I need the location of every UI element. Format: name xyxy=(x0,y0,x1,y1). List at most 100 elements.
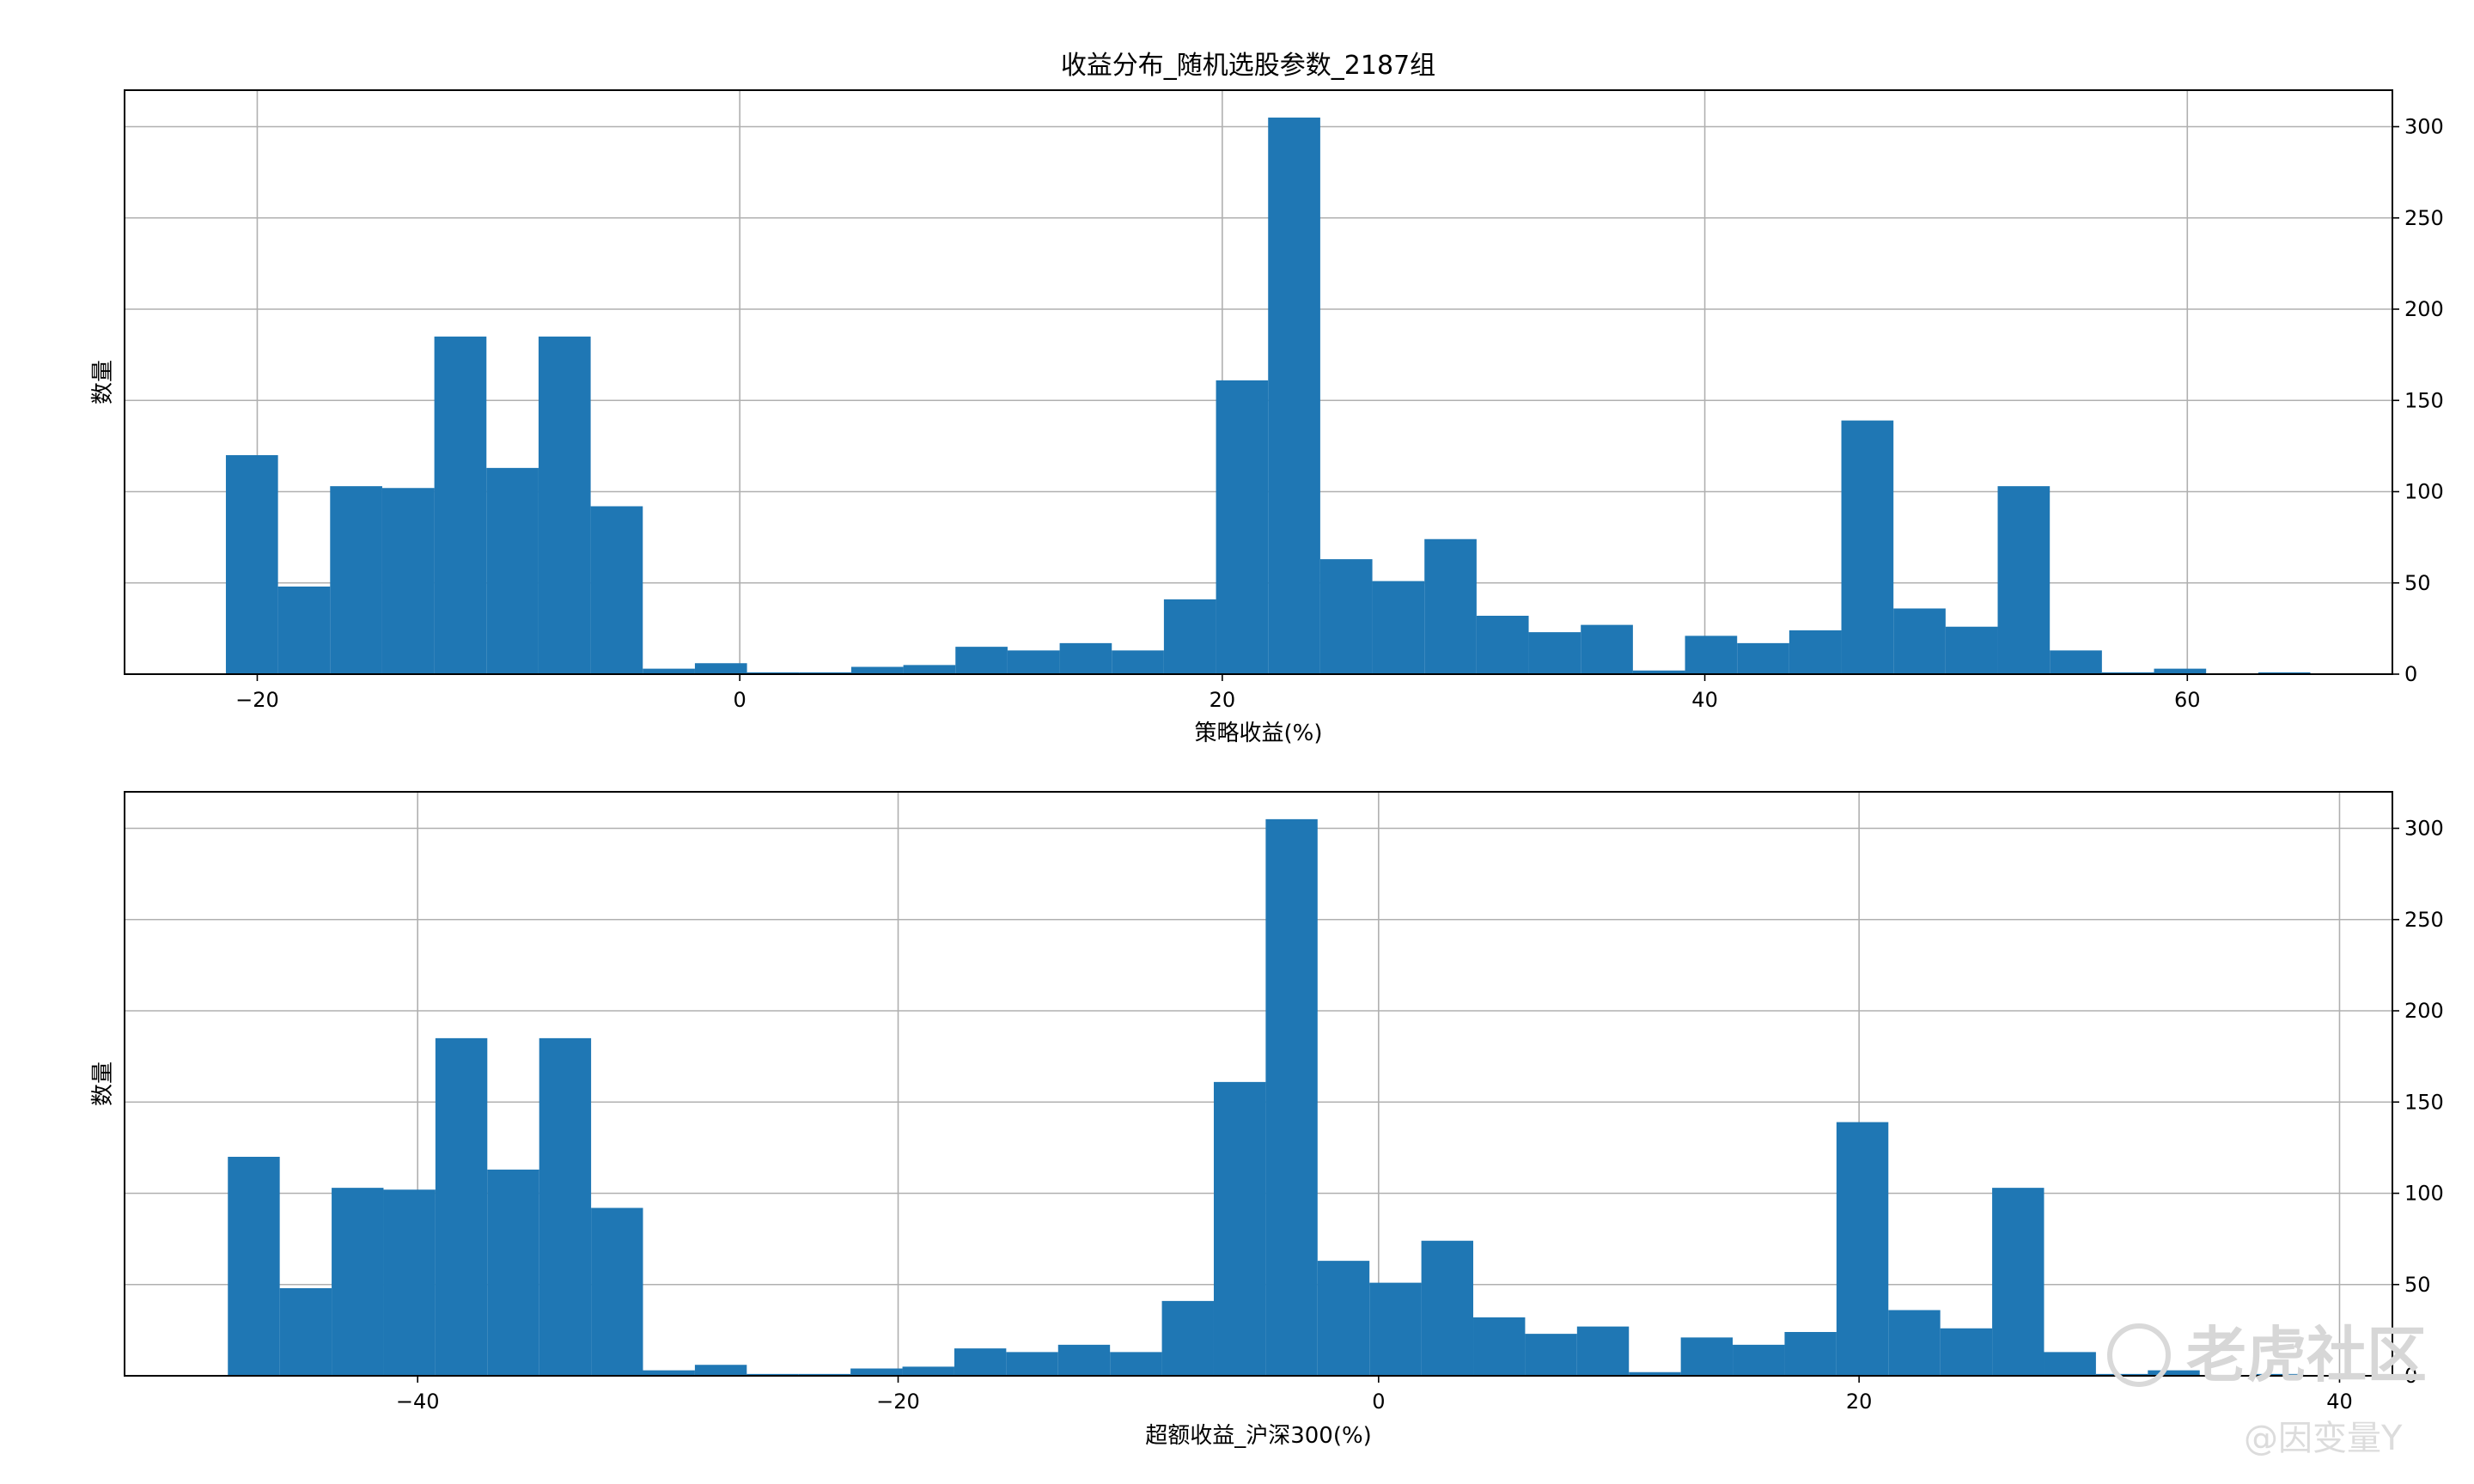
x-axis-label: 超额收益_沪深300(%) xyxy=(1145,1423,1372,1449)
watermark-text: 老虎社区 xyxy=(2186,1320,2427,1390)
histogram-bar xyxy=(1317,1261,1370,1376)
histogram-bar xyxy=(1007,650,1060,674)
y-tick-label: 300 xyxy=(2404,115,2444,139)
watermark-handle: @因变量Y xyxy=(2244,1419,2403,1458)
histogram-bar xyxy=(1369,1282,1422,1376)
histogram-bar xyxy=(1576,1326,1630,1376)
y-tick-label: 0 xyxy=(2404,662,2417,686)
histogram-bar xyxy=(1372,581,1425,674)
y-tick-label: 0 xyxy=(2404,1364,2417,1388)
x-tick-label: −20 xyxy=(235,688,279,712)
histogram-bar xyxy=(2101,672,2154,674)
histogram-bar xyxy=(746,1373,799,1376)
histogram-bar xyxy=(643,1370,695,1376)
histogram-bar xyxy=(1268,117,1320,674)
histogram-bar xyxy=(1421,1240,1474,1376)
histogram-bar xyxy=(487,1169,539,1376)
histogram-bar xyxy=(539,1037,592,1376)
histogram-strategy-return: −20 0 20 40 60 0 50 100 150 200 250 300 策略收益(%) 数量 xyxy=(90,89,2444,746)
histogram-bar xyxy=(1528,632,1581,674)
y-tick-label: 50 xyxy=(2404,571,2431,595)
x-tick-label: −20 xyxy=(876,1390,920,1414)
y-tick-label: 100 xyxy=(2404,480,2444,504)
x-tick-label: 40 xyxy=(2326,1390,2353,1414)
histogram-bar xyxy=(694,663,747,674)
histogram-bar xyxy=(2044,1352,2096,1376)
y-tick-label: 250 xyxy=(2404,206,2444,230)
histogram-bar xyxy=(1059,642,1112,674)
histogram-bar xyxy=(1893,608,1946,674)
histogram-bar xyxy=(2050,650,2102,674)
histogram-bar xyxy=(1265,818,1318,1376)
histogram-bar xyxy=(2095,1373,2148,1376)
histogram-bar xyxy=(955,647,1008,674)
histogram-bar xyxy=(2148,1370,2200,1376)
x-tick-label: 20 xyxy=(1846,1390,1873,1414)
histogram-bar xyxy=(1476,616,1529,674)
histogram-bar xyxy=(225,455,278,674)
histogram-bar xyxy=(486,467,539,674)
histogram-bar xyxy=(591,1207,643,1376)
histogram-bar xyxy=(1161,1300,1214,1376)
watermark: 老虎社区 @因变量Y xyxy=(2107,1320,2427,1458)
histogram-bar xyxy=(1784,1332,1837,1376)
histogram-bar xyxy=(1057,1344,1111,1376)
histogram-excess-return: −40 −20 0 20 40 0 50 100 150 200 250 300 超额收益_沪深30… xyxy=(90,791,2444,1449)
histogram-bar xyxy=(1940,1328,1993,1376)
y-tick-label: 250 xyxy=(2404,908,2444,932)
plot-frame xyxy=(124,89,2393,675)
histogram-bar xyxy=(1112,650,1164,674)
y-tick-label: 150 xyxy=(2404,1090,2444,1114)
histogram-bar xyxy=(954,1348,1007,1376)
y-tick-label: 300 xyxy=(2404,817,2444,841)
x-tick-label: 0 xyxy=(734,688,746,712)
histogram-bar xyxy=(1945,626,1998,674)
histogram-bar xyxy=(1424,538,1477,674)
histogram-bar xyxy=(1632,670,1685,674)
histogram-bar xyxy=(1525,1334,1577,1376)
histogram-bar xyxy=(1163,599,1216,674)
histogram-bar xyxy=(1319,559,1373,674)
y-tick-label: 100 xyxy=(2404,1182,2444,1206)
histogram-bar xyxy=(277,587,331,674)
histogram-bar xyxy=(279,1288,332,1376)
histogram-bar xyxy=(538,336,591,674)
histogram-bar xyxy=(1841,420,1894,674)
histogram-bar xyxy=(228,1157,280,1376)
histogram-bar xyxy=(434,336,487,674)
histogram-bar xyxy=(902,1366,954,1376)
x-tick-label: 60 xyxy=(2174,688,2201,712)
x-tick-label: 40 xyxy=(1691,688,1718,712)
histogram-bar xyxy=(694,1365,747,1376)
histogram-bar xyxy=(330,486,382,674)
histogram-bar xyxy=(1836,1122,1889,1376)
y-axis-label: 数量 xyxy=(90,360,116,404)
histogram-bar xyxy=(1680,1337,1734,1376)
x-axis-label: 策略收益(%) xyxy=(1195,721,1323,746)
histogram-bar xyxy=(1997,486,2050,674)
histogram-bar xyxy=(383,1189,436,1376)
histogram-bar xyxy=(1216,380,1269,674)
histogram-bar xyxy=(1685,636,1738,674)
y-tick-label: 200 xyxy=(2404,297,2444,321)
histogram-bar xyxy=(799,672,851,674)
histogram-bar xyxy=(1581,624,1633,674)
chart-title: 收益分布_随机选股参数_2187组 xyxy=(1061,51,1435,81)
y-tick-label: 50 xyxy=(2404,1273,2431,1297)
y-tick-label: 200 xyxy=(2404,999,2444,1023)
histogram-bar xyxy=(1110,1352,1162,1376)
histogram-bar xyxy=(1737,642,1789,674)
histogram-bar xyxy=(1213,1081,1266,1376)
x-tick-label: 0 xyxy=(1372,1390,1385,1414)
histogram-bar xyxy=(746,672,800,674)
histogram-bar xyxy=(1473,1317,1526,1376)
x-tick-label: 20 xyxy=(1210,688,1236,712)
y-tick-label: 150 xyxy=(2404,388,2444,412)
histogram-bar xyxy=(1006,1352,1058,1376)
histogram-bar xyxy=(2252,1373,2304,1376)
histogram-bar xyxy=(2154,668,2207,674)
histogram-bar xyxy=(435,1037,488,1376)
histogram-bar xyxy=(2258,672,2311,674)
histogram-bar xyxy=(381,488,435,674)
